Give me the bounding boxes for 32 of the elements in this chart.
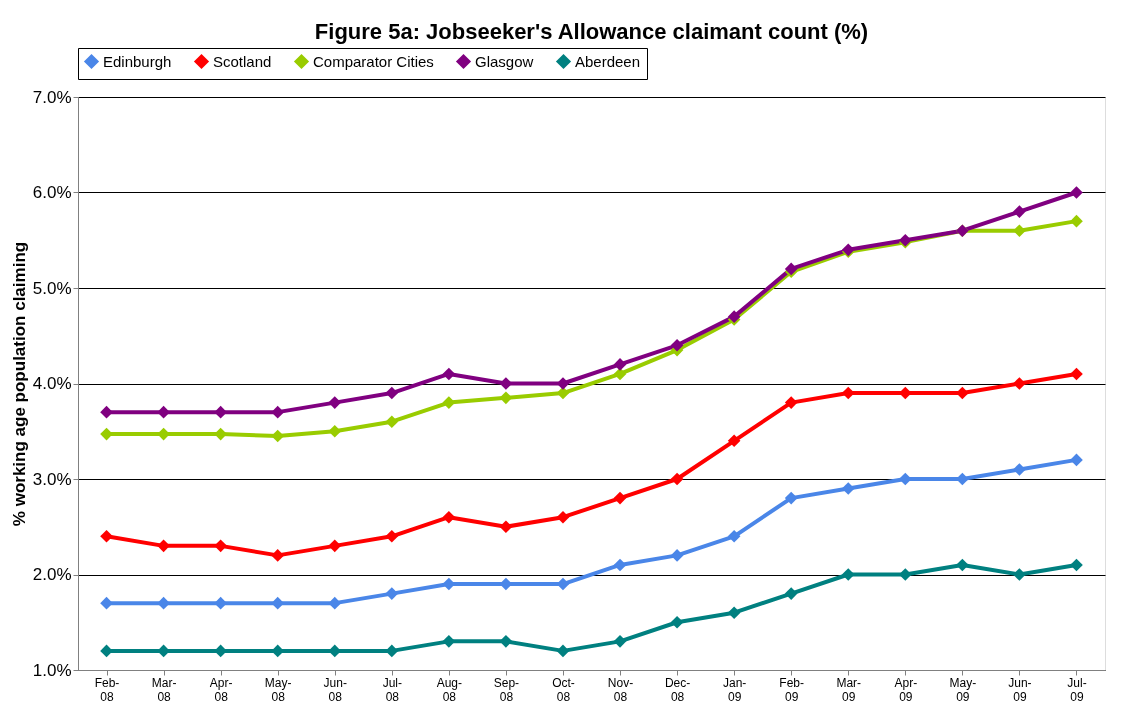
y-tick-label: 2.0% <box>32 565 72 584</box>
legend-label: Edinburgh <box>103 52 172 70</box>
x-tick-label: Jul-08 <box>382 675 402 704</box>
x-tick-label: May-08 <box>264 675 292 704</box>
chart-title: Figure 5a: Jobseeker's Allowance claimant count (%) <box>314 18 869 44</box>
x-tick-label: Mar-09 <box>836 675 862 704</box>
x-tick-label: Nov-08 <box>607 675 634 704</box>
y-tick-label: 1.0% <box>32 660 72 680</box>
x-tick-label: Feb-09 <box>779 675 805 704</box>
x-tick-label: Mar-08 <box>151 675 177 704</box>
legend-label: Comparator Cities <box>313 52 434 70</box>
x-tick-label: May-09 <box>949 675 977 704</box>
x-tick-label: Dec-08 <box>664 675 691 704</box>
x-tick-label: Oct-08 <box>552 675 575 704</box>
y-tick-label: 5.0% <box>32 278 72 298</box>
x-tick-label: Feb-08 <box>94 675 120 704</box>
x-tick-label: Aug-08 <box>436 675 463 704</box>
y-axis-title: % working age population claiming <box>9 241 29 527</box>
y-tick-label: 6.0% <box>32 183 72 202</box>
y-tick-label: 3.0% <box>32 469 72 489</box>
x-tick-label: Apr-08 <box>209 675 233 704</box>
y-tick-label: 4.0% <box>32 374 72 393</box>
y-tick-label: 7.0% <box>32 87 72 107</box>
x-tick-label: Jul-09 <box>1067 675 1087 704</box>
legend-label: Aberdeen <box>575 52 641 70</box>
x-tick-label: Sep-08 <box>493 675 520 704</box>
legend-label: Scotland <box>213 52 272 70</box>
x-tick-label: Apr-09 <box>894 675 918 704</box>
x-tick-label: Jan-09 <box>722 675 747 704</box>
x-tick-label: Jun-09 <box>1008 675 1032 704</box>
x-tick-label: Jun-08 <box>323 675 347 704</box>
legend-label: Glasgow <box>475 52 534 70</box>
